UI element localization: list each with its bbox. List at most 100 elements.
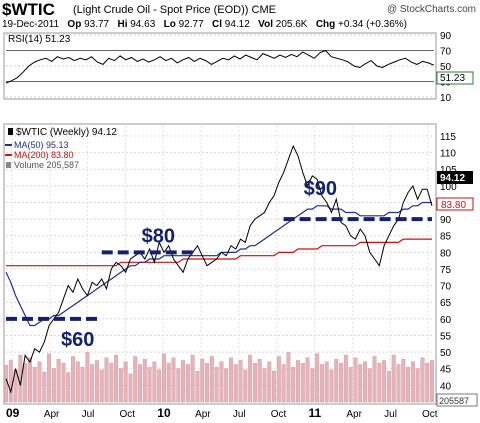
change-label: Chg [315,19,336,30]
volume-bar [190,354,195,403]
price-tick-label: 50 [440,348,452,359]
x-axis-label: Apr [44,409,60,420]
volume-bar [118,368,123,403]
volume-bar [123,361,128,403]
low-value: 92.77 [178,19,204,30]
volume-bar [152,361,157,403]
support-label: $60 [61,329,94,351]
volume-bar [377,362,382,403]
volume-label: Vol [258,19,273,30]
volume-bar [358,364,363,403]
volume-bar [291,366,296,403]
volume-bar [37,361,42,403]
volume-bar [353,357,358,403]
volume-bar [75,361,80,403]
volume-bar [142,358,147,403]
price-panel [3,123,437,405]
volume-bar [430,360,434,403]
rsi-tick-label: 90 [440,31,452,42]
volume-bar [128,373,133,403]
volume-bar [252,362,257,403]
close-value: 94.12 [224,19,250,30]
last-price-label: 94.12 [440,173,465,184]
volume-bar [410,361,415,403]
volume-bar [71,356,75,403]
price-tick-label: 80 [440,248,452,259]
copyright-text: @ StockCharts.com [386,4,476,15]
support-label: $90 [304,178,337,200]
volume-bar [339,362,344,403]
price-tick-label: 85 [440,232,452,243]
volume-bar [147,366,152,403]
rsi-line [5,49,435,84]
x-axis-label: Apr [346,409,362,420]
symbol-title: $WTIC [2,0,55,19]
volume-bar [276,356,281,403]
volume-bar [56,358,61,403]
volume-bar [166,362,171,403]
price-tick-label: 55 [440,331,452,342]
price-tick-label: 115 [440,132,456,143]
volume-bar [425,362,430,403]
x-axis-label: Oct [271,409,287,420]
x-axis-label: Oct [422,409,438,420]
volume-bar [104,357,109,403]
volume-bar [138,364,142,403]
volume-bar [195,370,200,403]
volume-bar [329,369,334,403]
volume-bar [61,362,66,403]
price-legend: $WTIC (Weekly) 94.12 [16,127,117,138]
volume-bar [238,360,243,403]
volume-bar [296,360,300,403]
volume-bar [386,370,391,403]
quote-summary: 19-Dec-2011 Op 93.77 Hi 94.63 Lo 92.77 C… [2,19,407,30]
volume-bar [157,369,162,403]
price-tick-label: 65 [440,298,452,309]
volume-bar [319,364,324,403]
volume-bar [315,353,320,403]
x-axis-label: 11 [309,406,322,420]
volume-bar [396,364,401,403]
quote-date: 19-Dec-2011 [2,19,60,30]
volume-bars [4,352,434,403]
rsi-tick-label: 10 [440,93,452,104]
close-label: Cl [212,19,222,30]
volume-bar [94,360,99,403]
volume-bar [257,358,262,403]
high-value: 94.63 [130,19,156,30]
volume-bar [420,357,425,403]
volume-bar [32,366,37,403]
price-tick-label: 100 [440,182,457,193]
volume-bar [272,370,277,403]
volume-bar [185,364,190,403]
volume-bar [267,361,272,403]
volume-bar [363,361,367,403]
volume-bar [348,366,353,403]
volume-bar [205,362,210,403]
price-ticks: 11511010510095908580757065605550454035 [440,132,457,409]
ma200-box [436,197,474,211]
volume-bar [85,352,90,403]
volume-bar [228,357,233,403]
volume-bar [181,360,186,403]
x-axis-label: Oct [119,409,135,420]
volume-bar [391,354,396,403]
rsi-panel [3,32,437,100]
x-axis-label: Apr [195,409,211,420]
symbol-description: (Light Crude Oil - Spot Price (EOD)) CME [73,4,276,16]
price-tick-label: 40 [440,381,452,392]
x-axis-label: Jul [82,409,95,420]
volume-value-label: 205587 [439,396,469,406]
volume-bar [406,366,411,403]
volume-bar [80,366,85,403]
x-axis-label: Jul [233,409,246,420]
volume-legend: Volume 205,587 [14,160,79,170]
volume-bar [8,360,13,403]
price-legend-swatch [8,128,13,135]
price-grid [6,126,434,403]
volume-bar [66,372,71,403]
rsi-ticks: 9070503010 [440,31,452,104]
volume-bar [286,352,291,403]
low-label: Lo [163,19,176,30]
